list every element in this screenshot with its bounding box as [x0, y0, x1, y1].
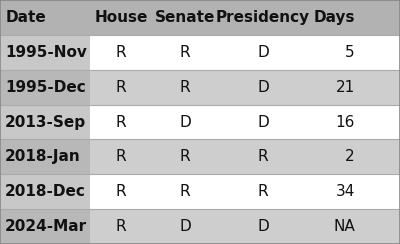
- Text: R: R: [116, 114, 126, 130]
- Bar: [0, 139, 90, 174]
- Text: R: R: [258, 149, 268, 164]
- Bar: [0, 209, 400, 244]
- Text: R: R: [116, 45, 126, 60]
- Text: 2018-Dec: 2018-Dec: [5, 184, 86, 199]
- Bar: [0, 70, 90, 105]
- Text: 21: 21: [336, 80, 355, 95]
- Text: Date: Date: [5, 10, 46, 25]
- Text: Days: Days: [313, 10, 355, 25]
- Text: R: R: [116, 149, 126, 164]
- Text: 34: 34: [336, 184, 355, 199]
- Text: D: D: [257, 80, 269, 95]
- Bar: [0, 35, 400, 70]
- Text: 2013-Sep: 2013-Sep: [5, 114, 86, 130]
- Text: D: D: [257, 114, 269, 130]
- Text: House: House: [94, 10, 148, 25]
- Bar: [0, 0, 400, 35]
- Text: D: D: [257, 219, 269, 234]
- Text: 16: 16: [336, 114, 355, 130]
- Text: R: R: [116, 80, 126, 95]
- Text: 1995-Nov: 1995-Nov: [5, 45, 87, 60]
- Bar: [0, 105, 90, 139]
- Bar: [0, 35, 90, 70]
- Text: D: D: [179, 219, 191, 234]
- Text: NA: NA: [333, 219, 355, 234]
- Text: D: D: [257, 45, 269, 60]
- Bar: [0, 174, 90, 209]
- Text: R: R: [180, 184, 190, 199]
- Text: R: R: [180, 80, 190, 95]
- Text: 2: 2: [345, 149, 355, 164]
- Bar: [0, 174, 400, 209]
- Text: Presidency: Presidency: [216, 10, 310, 25]
- Text: 5: 5: [345, 45, 355, 60]
- Text: R: R: [180, 149, 190, 164]
- Text: R: R: [116, 184, 126, 199]
- Text: 2018-Jan: 2018-Jan: [5, 149, 81, 164]
- Bar: [0, 70, 400, 105]
- Text: Senate: Senate: [155, 10, 215, 25]
- Text: 1995-Dec: 1995-Dec: [5, 80, 86, 95]
- Text: D: D: [179, 114, 191, 130]
- Bar: [0, 139, 400, 174]
- Text: 2024-Mar: 2024-Mar: [5, 219, 87, 234]
- Bar: [0, 209, 90, 244]
- Text: R: R: [258, 184, 268, 199]
- Bar: [0, 105, 400, 139]
- Text: R: R: [116, 219, 126, 234]
- Text: R: R: [180, 45, 190, 60]
